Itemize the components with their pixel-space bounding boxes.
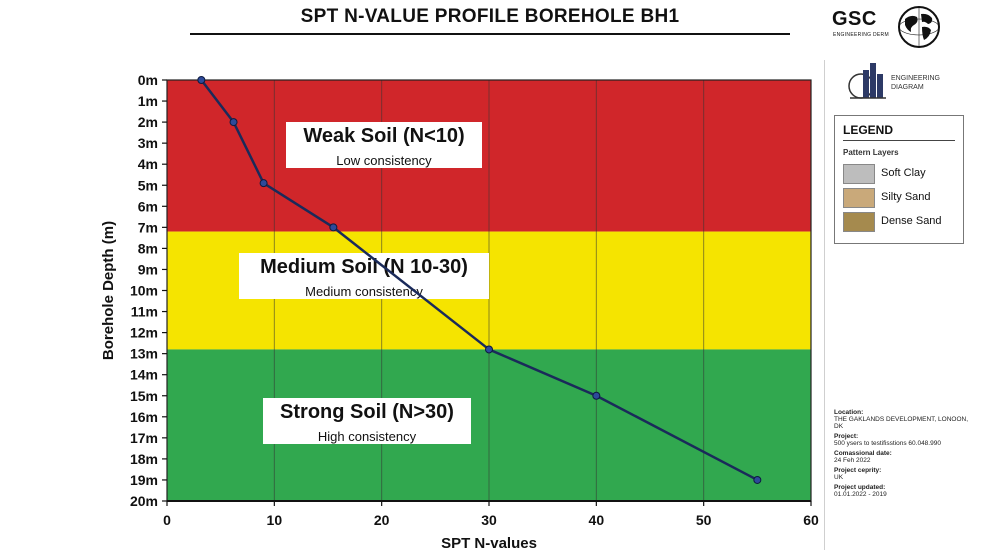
data-point	[753, 475, 762, 484]
data-point	[259, 179, 268, 188]
x-tick-label: 0	[163, 512, 171, 528]
engineering-logo-line1: ENGINEERING	[891, 75, 941, 82]
gsc-logo-subtitle: ENGINEERING DERM	[833, 32, 889, 38]
info-value: 01.01.2022 - 2019	[834, 491, 887, 498]
zone-label-box	[263, 398, 471, 444]
y-tick-label: 16m	[130, 409, 158, 425]
info-label: Project:	[834, 433, 859, 440]
y-tick-label: 0m	[138, 72, 158, 88]
y-tick-label: 7m	[138, 219, 158, 235]
zone-subtitle: Low consistency	[336, 153, 432, 168]
info-label: Comassional date:	[834, 450, 892, 457]
zone-label-box	[239, 253, 489, 299]
data-point	[485, 345, 493, 354]
legend-label: Silty Sand	[881, 191, 931, 203]
y-tick-label: 2m	[138, 114, 158, 130]
sidebar-divider	[824, 60, 825, 550]
zone-label-box	[286, 122, 482, 168]
y-tick-label: 15m	[130, 388, 158, 404]
zone-title: Strong Soil (N>30)	[280, 401, 454, 423]
data-point	[197, 76, 206, 84]
zone-title: Medium Soil (N 10-30)	[260, 256, 468, 278]
legend-swatch	[843, 212, 875, 232]
legend-subtitle: Pattern Layers	[843, 148, 899, 157]
globe-icon	[898, 6, 940, 48]
y-axis-label: Borehole Depth (m)	[100, 221, 117, 360]
gsc-logo-text: GSC	[832, 8, 877, 30]
chart-title: SPT N-VALUE PROFILE BOREHOLE BH1	[300, 6, 680, 27]
info-value: 24 Feh 2022	[834, 457, 871, 464]
zone-subtitle: High consistency	[318, 429, 417, 444]
y-tick-label: 5m	[138, 177, 158, 193]
y-tick-label: 4m	[138, 156, 158, 172]
data-point	[592, 391, 601, 400]
title-underline	[190, 33, 790, 35]
x-tick-label: 30	[481, 512, 497, 528]
y-tick-label: 8m	[138, 240, 158, 256]
x-tick-label: 50	[696, 512, 712, 528]
x-axis-label: SPT N-values	[441, 535, 537, 552]
y-tick-label: 14m	[130, 367, 158, 383]
legend: LEGEND Pattern Layers Soft Clay Silty Sa…	[834, 115, 964, 244]
data-point	[329, 223, 338, 232]
legend-divider	[843, 140, 955, 141]
engineering-logo-line2: DIAGRAM	[891, 84, 924, 91]
engineering-logo-text: ENGINEERING DIAGRAM	[891, 74, 940, 92]
x-tick-label: 40	[589, 512, 605, 528]
zone-title: Weak Soil (N<10)	[303, 125, 464, 147]
legend-title: LEGEND	[843, 123, 894, 137]
legend-label: Soft Clay	[881, 167, 926, 179]
y-tick-label: 19m	[130, 472, 158, 488]
info-label: Project ceprity:	[834, 467, 882, 474]
x-tick-label: 60	[803, 512, 819, 528]
y-tick-label: 13m	[130, 346, 158, 362]
y-tick-label: 20m	[130, 493, 158, 509]
building-logo-icon	[848, 63, 886, 99]
legend-label: Dense Sand	[881, 215, 942, 227]
x-tick-label: 20	[374, 512, 390, 528]
y-tick-label: 3m	[138, 135, 158, 151]
y-tick-label: 1m	[138, 93, 158, 109]
y-tick-label: 6m	[138, 198, 158, 214]
info-value: UK	[834, 474, 844, 481]
y-tick-label: 10m	[130, 283, 158, 299]
y-tick-label: 18m	[130, 451, 158, 467]
y-tick-label: 9m	[138, 261, 158, 277]
y-tick-label: 11m	[131, 304, 158, 320]
project-info: Location: THE GAKLANDS DEVELOPMENT, LONOO…	[834, 409, 974, 501]
y-tick-label: 12m	[130, 325, 158, 341]
info-label: Location:	[834, 409, 864, 416]
info-value: 500 ysers to testifisstions 60.048.990	[834, 440, 941, 447]
x-tick-label: 10	[267, 512, 283, 528]
zone-subtitle: Medium consistency	[305, 284, 423, 299]
info-value: THE GAKLANDS DEVELOPMENT, LONOON, DK	[834, 416, 969, 430]
y-tick-label: 17m	[130, 430, 158, 446]
legend-swatch	[843, 164, 875, 184]
info-label: Project updated:	[834, 484, 886, 491]
data-point	[229, 118, 238, 127]
legend-swatch	[843, 188, 875, 208]
